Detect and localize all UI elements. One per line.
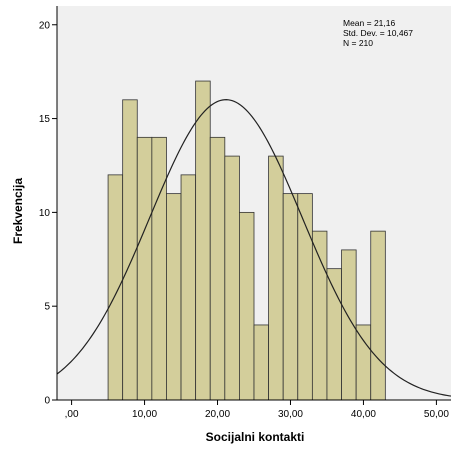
x-tick-label: 20,00	[205, 409, 230, 420]
x-tick-label: ,00	[65, 409, 79, 420]
histogram-bar	[268, 155, 284, 401]
x-tick-label: 30,00	[278, 409, 303, 420]
histogram-bar	[209, 136, 226, 401]
normal-curve	[56, 99, 451, 397]
x-tick-label: 50,00	[424, 409, 449, 420]
histogram-bar	[195, 80, 211, 401]
histogram-bar	[370, 230, 386, 401]
y-axis-title: Frekvencija	[11, 178, 25, 244]
histogram-bar	[180, 174, 197, 401]
x-tick-label: 40,00	[351, 409, 376, 420]
histogram-bar	[311, 230, 328, 401]
histogram-bar	[355, 324, 372, 401]
x-tick-label: 10,00	[132, 409, 157, 420]
y-tick-label: 15	[39, 114, 51, 125]
axes	[56, 6, 451, 401]
histogram-bar	[122, 99, 138, 401]
x-axis-ticks: ,00 10,00 20,00 30,00 40,00 50,00	[65, 400, 449, 420]
histogram-bar	[224, 155, 240, 401]
stats-std-dev: Std. Dev. = 10,467	[343, 28, 413, 38]
histogram-bar	[253, 324, 269, 401]
histogram-bar	[136, 136, 153, 401]
histogram-bar	[151, 136, 167, 401]
y-axis-ticks: 0 5 10 15 20	[39, 20, 57, 407]
y-tick-label: 20	[39, 20, 51, 31]
histogram-bar	[107, 174, 124, 401]
histogram-bar	[282, 193, 299, 401]
y-tick-label: 0	[44, 396, 50, 407]
histogram-bar	[166, 193, 182, 401]
histogram-bar	[239, 211, 255, 401]
histogram-bar	[326, 268, 342, 401]
histogram-bar	[341, 249, 357, 401]
y-tick-label: 5	[44, 302, 50, 313]
x-axis-title: Socijalni kontakti	[206, 430, 305, 444]
stats-n: N = 210	[343, 38, 373, 48]
stats-mean: Mean = 21,16	[343, 18, 395, 28]
y-tick-label: 10	[39, 208, 51, 219]
